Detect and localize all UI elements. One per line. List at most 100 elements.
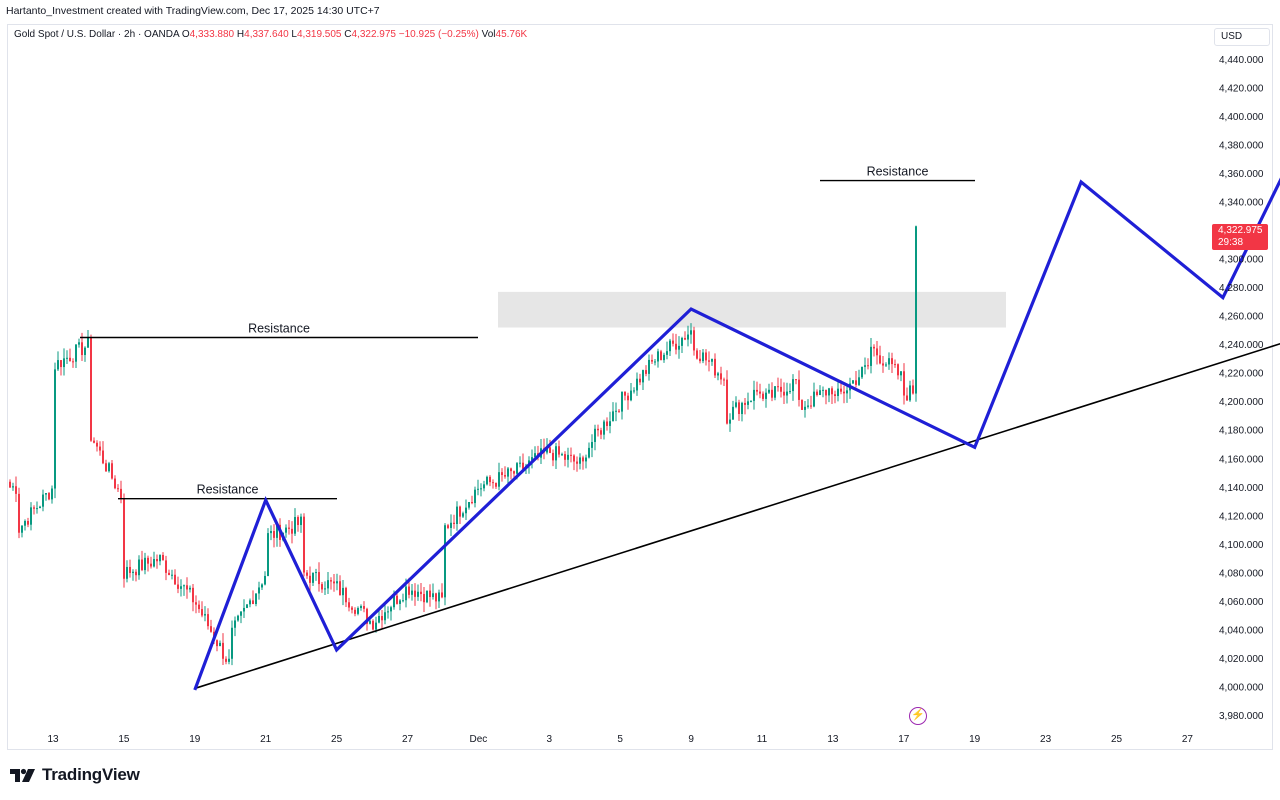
candle[interactable] <box>105 459 107 472</box>
candle[interactable] <box>900 371 902 382</box>
candle[interactable] <box>855 370 857 388</box>
candle[interactable] <box>786 382 788 404</box>
candle[interactable] <box>894 359 896 368</box>
candle[interactable] <box>837 379 839 402</box>
candle[interactable] <box>63 348 65 376</box>
candle[interactable] <box>48 492 50 501</box>
candle[interactable] <box>336 573 338 591</box>
candle[interactable] <box>606 417 608 431</box>
trendline[interactable] <box>194 272 1280 690</box>
candle[interactable] <box>885 362 887 367</box>
candle[interactable] <box>420 583 422 602</box>
candle[interactable] <box>573 454 575 471</box>
candle[interactable] <box>135 569 137 582</box>
candle[interactable] <box>156 554 158 569</box>
candle[interactable] <box>600 427 602 440</box>
candle[interactable] <box>87 330 89 348</box>
candle[interactable] <box>741 401 743 422</box>
candle[interactable] <box>132 569 134 581</box>
candle[interactable] <box>501 468 503 482</box>
candle[interactable] <box>825 389 827 405</box>
candle[interactable] <box>189 585 191 593</box>
candle[interactable] <box>273 524 275 548</box>
candle[interactable] <box>612 402 614 422</box>
candle[interactable] <box>735 396 737 409</box>
candle[interactable] <box>96 440 98 452</box>
candle[interactable] <box>603 419 605 440</box>
candle[interactable] <box>444 523 446 606</box>
candle[interactable] <box>768 383 770 395</box>
candle[interactable] <box>315 568 317 581</box>
candle[interactable] <box>597 424 599 437</box>
candle[interactable] <box>798 370 800 407</box>
candle[interactable] <box>876 341 878 365</box>
candle[interactable] <box>819 385 821 396</box>
candle[interactable] <box>621 391 623 420</box>
candle[interactable] <box>774 386 776 401</box>
candle[interactable] <box>234 616 236 637</box>
candle[interactable] <box>585 454 587 469</box>
candle[interactable] <box>99 441 101 456</box>
candle[interactable] <box>45 493 47 501</box>
candle[interactable] <box>153 551 155 568</box>
candle[interactable] <box>714 353 716 378</box>
candle[interactable] <box>795 378 797 385</box>
candle[interactable] <box>672 333 674 347</box>
candle[interactable] <box>534 446 536 459</box>
candle[interactable] <box>810 395 812 409</box>
candle[interactable] <box>12 482 14 491</box>
candle[interactable] <box>327 572 329 594</box>
candle[interactable] <box>861 366 863 380</box>
candle[interactable] <box>474 486 476 508</box>
candle[interactable] <box>627 392 629 410</box>
candle[interactable] <box>291 521 293 544</box>
candle[interactable] <box>303 513 305 577</box>
candle[interactable] <box>120 480 122 504</box>
candle[interactable] <box>732 400 734 420</box>
candle[interactable] <box>792 374 794 401</box>
candle[interactable] <box>720 366 722 385</box>
candle[interactable] <box>318 562 320 592</box>
candle[interactable] <box>144 552 146 575</box>
candle[interactable] <box>789 383 791 394</box>
candle[interactable] <box>558 440 560 458</box>
candle[interactable] <box>177 576 179 594</box>
candle[interactable] <box>18 487 20 539</box>
candle[interactable] <box>264 571 266 586</box>
candle[interactable] <box>519 456 521 468</box>
candle[interactable] <box>300 513 302 533</box>
candle[interactable] <box>90 334 92 442</box>
candle[interactable] <box>660 349 662 361</box>
candle[interactable] <box>198 600 200 613</box>
candle[interactable] <box>456 501 458 531</box>
candle[interactable] <box>243 599 245 618</box>
candle[interactable] <box>729 413 731 432</box>
candle[interactable] <box>204 606 206 622</box>
candle[interactable] <box>195 595 197 614</box>
candle[interactable] <box>219 640 221 647</box>
candle[interactable] <box>807 399 809 409</box>
candle[interactable] <box>312 572 314 587</box>
candle[interactable] <box>609 411 611 434</box>
candle[interactable] <box>363 601 365 613</box>
candle[interactable] <box>702 348 704 364</box>
candle[interactable] <box>357 606 359 616</box>
candle[interactable] <box>453 514 455 529</box>
candle[interactable] <box>39 505 41 509</box>
candle[interactable] <box>738 399 740 421</box>
currency-button[interactable]: USD <box>1214 28 1270 46</box>
candle[interactable] <box>216 639 218 652</box>
candle[interactable] <box>570 447 572 463</box>
candle[interactable] <box>744 397 746 415</box>
candle[interactable] <box>402 593 404 603</box>
candle[interactable] <box>429 584 431 607</box>
candle[interactable] <box>489 475 491 487</box>
candle[interactable] <box>354 607 356 617</box>
candle[interactable] <box>663 352 665 363</box>
candle[interactable] <box>897 363 899 380</box>
candle[interactable] <box>141 550 143 572</box>
candle[interactable] <box>777 377 779 392</box>
candle[interactable] <box>588 442 590 459</box>
candle[interactable] <box>33 505 35 515</box>
candle[interactable] <box>258 581 260 600</box>
